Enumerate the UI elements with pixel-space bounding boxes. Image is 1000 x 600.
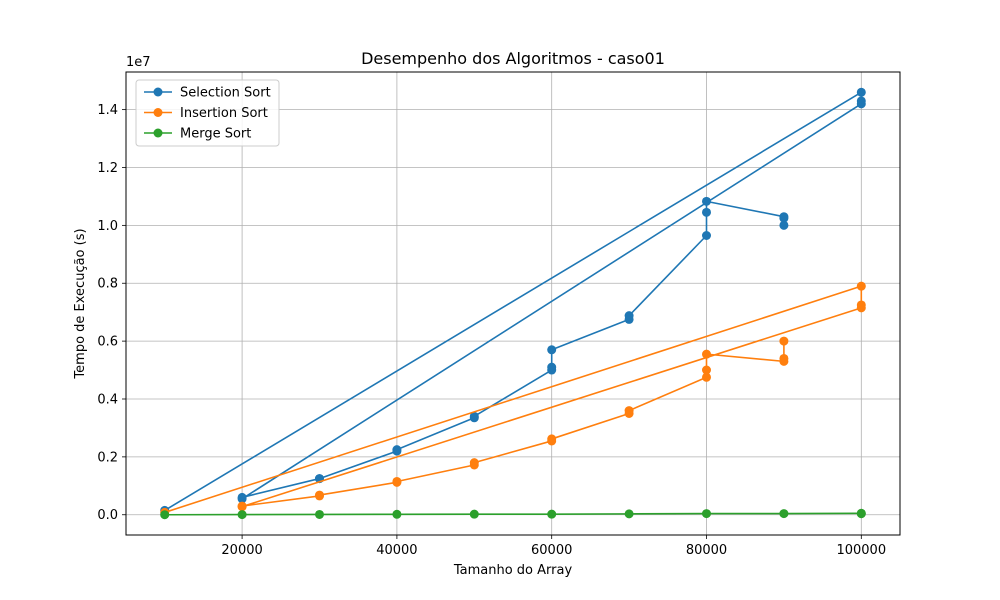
x-tick-label: 100000 (836, 543, 886, 558)
data-point (469, 458, 479, 468)
data-point (547, 509, 557, 519)
ticks: 20000 40000 60000 80000 100000 0.0 0.2 0.4 0.6 0.… (97, 103, 886, 558)
series-line (164, 91, 863, 512)
data-point (392, 509, 402, 519)
data-point (702, 365, 711, 375)
y-tick-label: 0.0 (97, 508, 118, 523)
legend-swatch-marker (153, 128, 163, 138)
data-point (702, 349, 711, 359)
data-point (237, 501, 247, 511)
legend-box (135, 79, 280, 147)
y-tick-label: 1.4 (97, 103, 118, 118)
data-point (856, 99, 866, 109)
data-point (392, 445, 402, 455)
y-tick-label: 1.0 (97, 219, 118, 234)
data-point (547, 345, 557, 355)
y-axis-multiplier: 1e7 (126, 55, 151, 70)
legend-entry: Insertion Sort (180, 106, 268, 121)
legend-entry: Merge Sort (180, 127, 251, 142)
data-point (547, 362, 557, 372)
data-point (392, 476, 402, 486)
data-point (856, 87, 866, 97)
data-point (779, 353, 789, 363)
data-point (547, 434, 557, 444)
series-insertion-sort (160, 281, 866, 517)
data-point (702, 230, 711, 240)
y-tick-label: 0.2 (97, 450, 118, 465)
data-point (779, 336, 789, 346)
data-point (779, 509, 789, 519)
data-point (237, 492, 247, 502)
data-point (469, 509, 479, 519)
data-point (702, 509, 711, 519)
data-point (469, 411, 479, 421)
data-point (624, 509, 634, 519)
data-point (779, 213, 789, 223)
x-tick-label: 40000 (376, 543, 417, 558)
data-point (702, 196, 711, 206)
x-tick-label: 60000 (531, 543, 572, 558)
legend-entry: Selection Sort (180, 86, 271, 101)
y-tick-label: 0.6 (97, 335, 118, 350)
data-point (856, 509, 866, 519)
grid (126, 72, 900, 535)
y-axis-label: Tempo de Execução (s) (73, 228, 88, 379)
data-point (702, 372, 711, 382)
series-merge-sort (160, 508, 866, 520)
x-tick-label: 20000 (221, 543, 262, 558)
data-point (624, 311, 634, 321)
data-point (624, 406, 634, 416)
plot-frame (125, 71, 901, 536)
legend: Selection Sort Insertion Sort Merge Sort (135, 79, 280, 147)
data-point (779, 220, 789, 230)
data-point (315, 490, 324, 500)
y-tick-label: 0.8 (97, 277, 118, 292)
x-tick-label: 80000 (686, 543, 727, 558)
data-point (856, 303, 866, 313)
series-layer (160, 87, 866, 520)
legend-swatch-marker (153, 108, 163, 117)
data-point (160, 510, 170, 520)
data-point (315, 509, 324, 519)
chart-title: Desempenho dos Algoritmos - caso01 (361, 49, 665, 68)
data-point (856, 281, 866, 291)
legend-swatch-marker (153, 87, 163, 97)
series-selection-sort (160, 87, 866, 515)
x-axis-label: Tamanho do Array (453, 563, 573, 578)
data-point (702, 207, 711, 217)
data-point (237, 510, 247, 520)
y-tick-label: 1.2 (97, 161, 118, 176)
y-tick-label: 0.4 (97, 392, 118, 407)
